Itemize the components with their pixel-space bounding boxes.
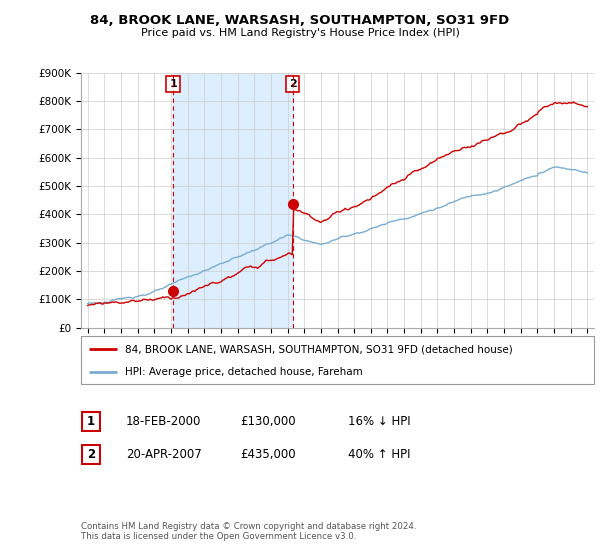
Text: £435,000: £435,000 xyxy=(240,448,296,461)
Text: 1: 1 xyxy=(87,414,95,428)
Text: Contains HM Land Registry data © Crown copyright and database right 2024.
This d: Contains HM Land Registry data © Crown c… xyxy=(81,522,416,542)
FancyBboxPatch shape xyxy=(82,445,100,464)
FancyBboxPatch shape xyxy=(81,336,594,384)
Text: Price paid vs. HM Land Registry's House Price Index (HPI): Price paid vs. HM Land Registry's House … xyxy=(140,28,460,38)
FancyBboxPatch shape xyxy=(82,412,100,431)
Text: 84, BROOK LANE, WARSASH, SOUTHAMPTON, SO31 9FD (detached house): 84, BROOK LANE, WARSASH, SOUTHAMPTON, SO… xyxy=(125,344,512,354)
Text: 16% ↓ HPI: 16% ↓ HPI xyxy=(348,414,410,428)
Text: 2: 2 xyxy=(289,79,296,89)
Text: HPI: Average price, detached house, Fareham: HPI: Average price, detached house, Fare… xyxy=(125,367,362,377)
Text: 2: 2 xyxy=(87,448,95,461)
Text: 18-FEB-2000: 18-FEB-2000 xyxy=(126,414,202,428)
Bar xyxy=(173,73,293,328)
Text: 20-APR-2007: 20-APR-2007 xyxy=(126,448,202,461)
Text: 84, BROOK LANE, WARSASH, SOUTHAMPTON, SO31 9FD: 84, BROOK LANE, WARSASH, SOUTHAMPTON, SO… xyxy=(91,14,509,27)
Text: 1: 1 xyxy=(169,79,177,89)
Text: 40% ↑ HPI: 40% ↑ HPI xyxy=(348,448,410,461)
Text: £130,000: £130,000 xyxy=(240,414,296,428)
